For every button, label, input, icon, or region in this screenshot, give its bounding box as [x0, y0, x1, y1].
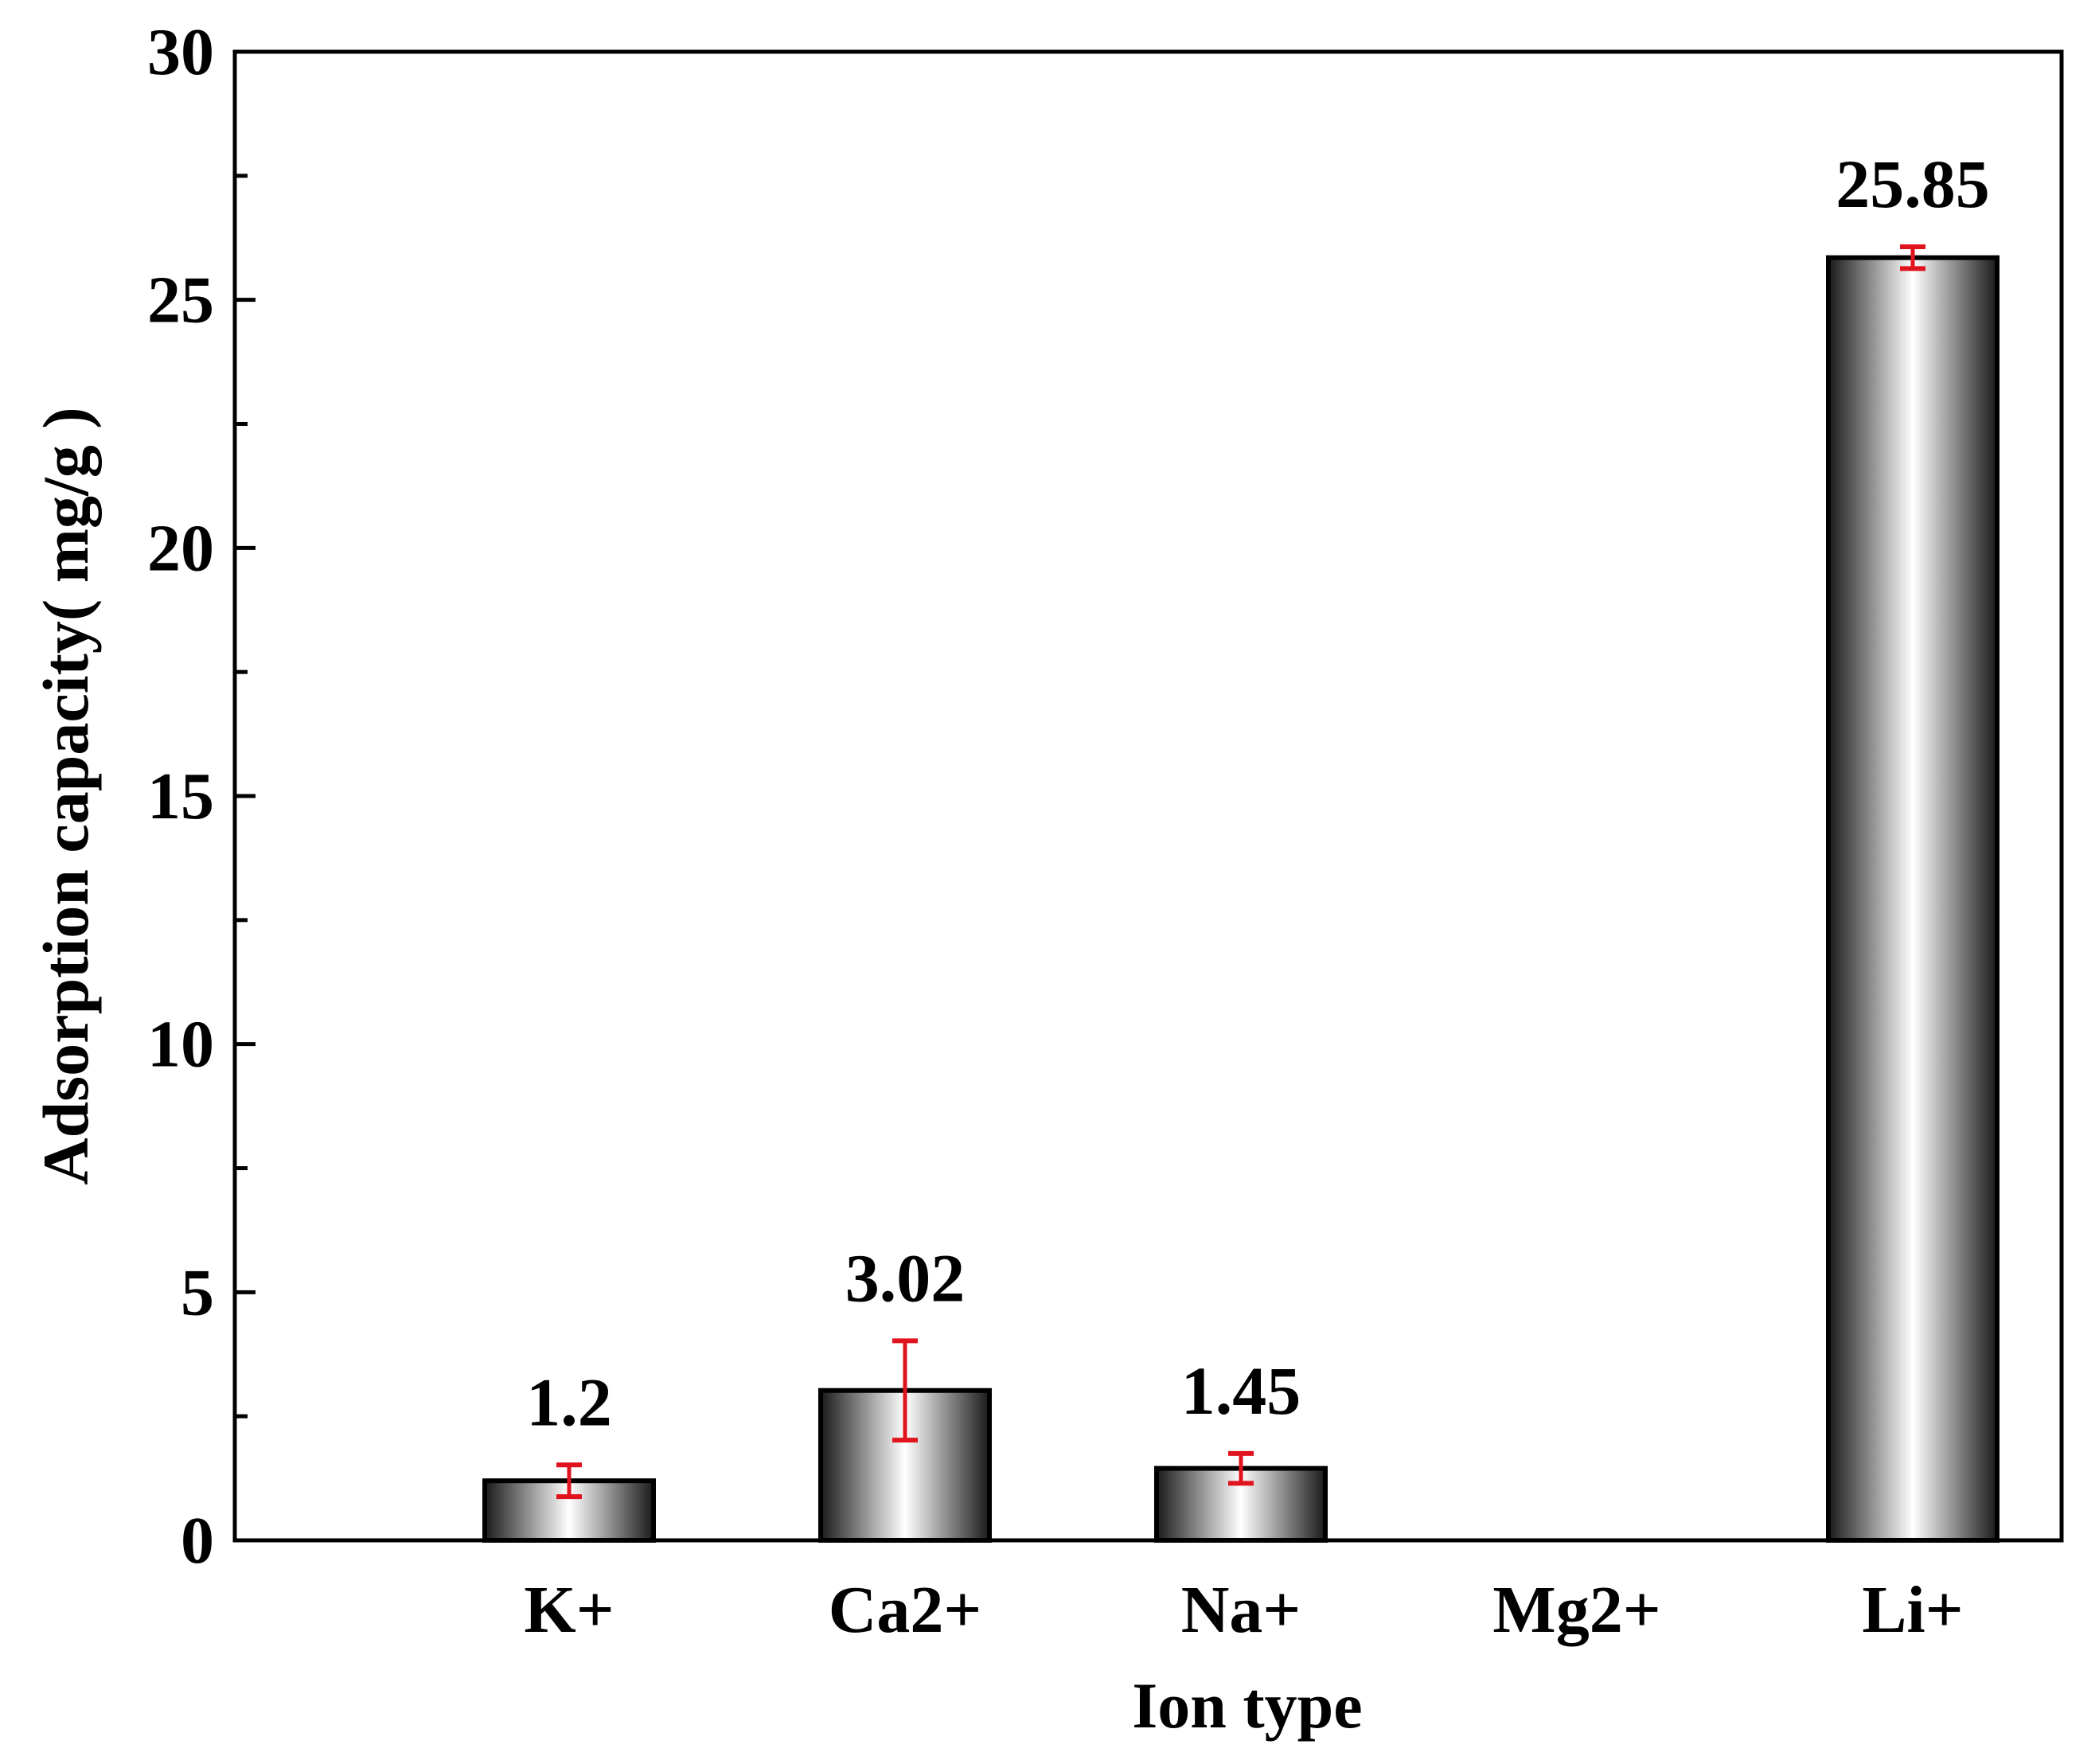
data-label: 3.02: [845, 1239, 966, 1316]
data-label: 1.45: [1181, 1352, 1301, 1429]
y-tick-label: 15: [147, 759, 214, 833]
x-tick-label: Na+: [1181, 1573, 1301, 1647]
y-tick-label: 10: [147, 1008, 214, 1082]
y-tick-label: 0: [181, 1504, 214, 1578]
y-tick-label: 30: [147, 15, 214, 89]
x-tick-label: Mg2+: [1492, 1573, 1660, 1647]
bar-Li+: [1826, 255, 2000, 1543]
bar-K+: [482, 1478, 656, 1543]
x-tick-label: Ca2+: [829, 1573, 982, 1647]
y-axis-label: Adsorption capacity( mg/g ): [29, 407, 102, 1184]
x-tick-label: K+: [524, 1573, 614, 1647]
x-axis-label: Ion type: [1132, 1669, 1362, 1742]
y-tick-label: 25: [147, 263, 214, 338]
data-label: 1.2: [526, 1364, 612, 1440]
y-tick-label: 5: [181, 1255, 214, 1329]
plot-frame: [232, 49, 2064, 1543]
y-tick-label: 20: [147, 511, 214, 585]
x-tick-label: Li+: [1862, 1573, 1963, 1647]
data-label: 25.85: [1836, 146, 1990, 222]
